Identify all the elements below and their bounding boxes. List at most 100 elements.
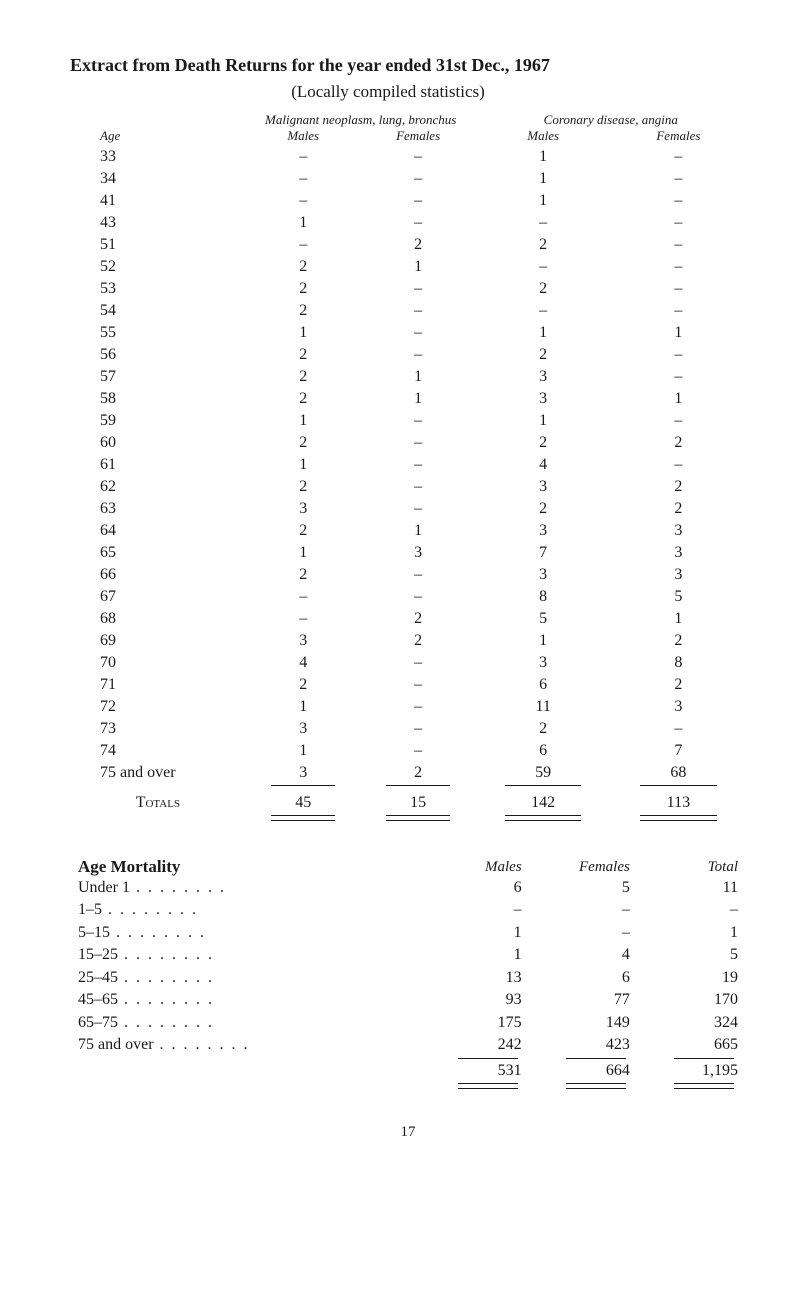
grand-total-females: 664	[530, 1060, 638, 1082]
age-cell: 55	[70, 322, 246, 344]
mortality-value-cell: 11	[638, 877, 746, 899]
table-row: 15–25 . . . . . . . .145	[70, 944, 746, 966]
value-cell: 3	[611, 542, 746, 564]
mortality-label-cell: Under 1 . . . . . . . .	[70, 877, 422, 899]
mortality-table-body: Under 1 . . . . . . . .65111–5 . . . . .…	[70, 877, 746, 1057]
table-row: 25–45 . . . . . . . .13619	[70, 967, 746, 989]
value-cell: 2	[476, 432, 611, 454]
page-title: Extract from Death Returns for the year …	[70, 55, 746, 76]
age-cell: 60	[70, 432, 246, 454]
value-cell: 1	[246, 410, 361, 432]
value-cell: –	[361, 498, 476, 520]
table-row: 693212	[70, 630, 746, 652]
table-row: 642133	[70, 520, 746, 542]
table-row: 65–75 . . . . . . . .175149324	[70, 1012, 746, 1034]
table-row: 41––1–	[70, 190, 746, 212]
value-cell: 3	[476, 476, 611, 498]
value-cell: 1	[476, 322, 611, 344]
value-cell: 2	[246, 256, 361, 278]
value-cell: –	[611, 344, 746, 366]
value-cell: 2	[246, 388, 361, 410]
value-cell: –	[361, 476, 476, 498]
totals-coronary-females: 113	[611, 787, 746, 814]
mortality-value-cell: 324	[638, 1012, 746, 1034]
mortality-value-cell: 93	[422, 989, 530, 1011]
mortality-label-cell: 45–65 . . . . . . . .	[70, 989, 422, 1011]
age-cell: 75 and over	[70, 762, 246, 784]
value-cell: –	[611, 212, 746, 234]
value-cell: 1	[246, 454, 361, 476]
value-cell: 2	[246, 278, 361, 300]
value-cell: –	[246, 146, 361, 168]
mortality-value-cell: 6	[422, 877, 530, 899]
value-cell: 2	[611, 432, 746, 454]
age-cell: 62	[70, 476, 246, 498]
value-cell: 1	[476, 190, 611, 212]
age-cell: 33	[70, 146, 246, 168]
age-cell: 70	[70, 652, 246, 674]
grand-total-total: 1,195	[638, 1060, 746, 1082]
value-cell: –	[611, 190, 746, 212]
value-cell: 2	[361, 762, 476, 784]
age-cell: 54	[70, 300, 246, 322]
value-cell: 1	[611, 322, 746, 344]
age-mortality-title: Age Mortality	[78, 857, 180, 876]
mortality-value-cell: 175	[422, 1012, 530, 1034]
leader-dots: . . . . . . . .	[118, 946, 214, 963]
value-cell: 1	[611, 388, 746, 410]
mortality-label-cell: 65–75 . . . . . . . .	[70, 1012, 422, 1034]
table-row: 57213–	[70, 366, 746, 388]
mortality-value-cell: 170	[638, 989, 746, 1011]
value-cell: –	[476, 300, 611, 322]
value-cell: 1	[361, 520, 476, 542]
value-cell: –	[361, 718, 476, 740]
value-cell: –	[361, 278, 476, 300]
value-cell: –	[361, 432, 476, 454]
age-cell: 72	[70, 696, 246, 718]
sub-header-females-2: Females	[611, 128, 746, 146]
mortality-value-cell: –	[530, 899, 638, 921]
value-cell: 6	[476, 674, 611, 696]
table-row: 591–1–	[70, 410, 746, 432]
table-row: 602–22	[70, 432, 746, 454]
group-header-neoplasm: Malignant neoplasm, lung, bronchus	[246, 112, 476, 128]
table-row: 633–22	[70, 498, 746, 520]
age-cell: 69	[70, 630, 246, 652]
table-row: 67––85	[70, 586, 746, 608]
mortality-value-cell: 4	[530, 944, 638, 966]
mortality-header-males: Males	[422, 857, 530, 877]
mortality-value-cell: 19	[638, 967, 746, 989]
value-cell: –	[361, 168, 476, 190]
value-cell: 2	[246, 476, 361, 498]
table-row: 75 and over . . . . . . . .242423665	[70, 1034, 746, 1056]
age-cell: 68	[70, 608, 246, 630]
table-row: 721–113	[70, 696, 746, 718]
value-cell: –	[611, 234, 746, 256]
value-cell: –	[611, 718, 746, 740]
value-cell: –	[611, 278, 746, 300]
value-cell: 7	[611, 740, 746, 762]
value-cell: 3	[476, 520, 611, 542]
value-cell: 2	[476, 718, 611, 740]
age-cell: 34	[70, 168, 246, 190]
age-cell: 66	[70, 564, 246, 586]
age-cell: 57	[70, 366, 246, 388]
value-cell: 4	[246, 652, 361, 674]
value-cell: –	[361, 344, 476, 366]
value-cell: 2	[611, 476, 746, 498]
value-cell: 1	[476, 410, 611, 432]
value-cell: 2	[361, 234, 476, 256]
value-cell: 8	[476, 586, 611, 608]
value-cell: 3	[611, 564, 746, 586]
value-cell: 3	[476, 366, 611, 388]
leader-dots: . . . . . . . .	[118, 1014, 214, 1031]
value-cell: –	[611, 256, 746, 278]
value-cell: –	[361, 212, 476, 234]
age-cell: 41	[70, 190, 246, 212]
table-row: 542–––	[70, 300, 746, 322]
sub-header-males-2: Males	[476, 128, 611, 146]
value-cell: 5	[611, 586, 746, 608]
value-cell: –	[611, 300, 746, 322]
age-cell: 61	[70, 454, 246, 476]
deaths-table-totals: Totals 45 15 142 113	[70, 787, 746, 814]
